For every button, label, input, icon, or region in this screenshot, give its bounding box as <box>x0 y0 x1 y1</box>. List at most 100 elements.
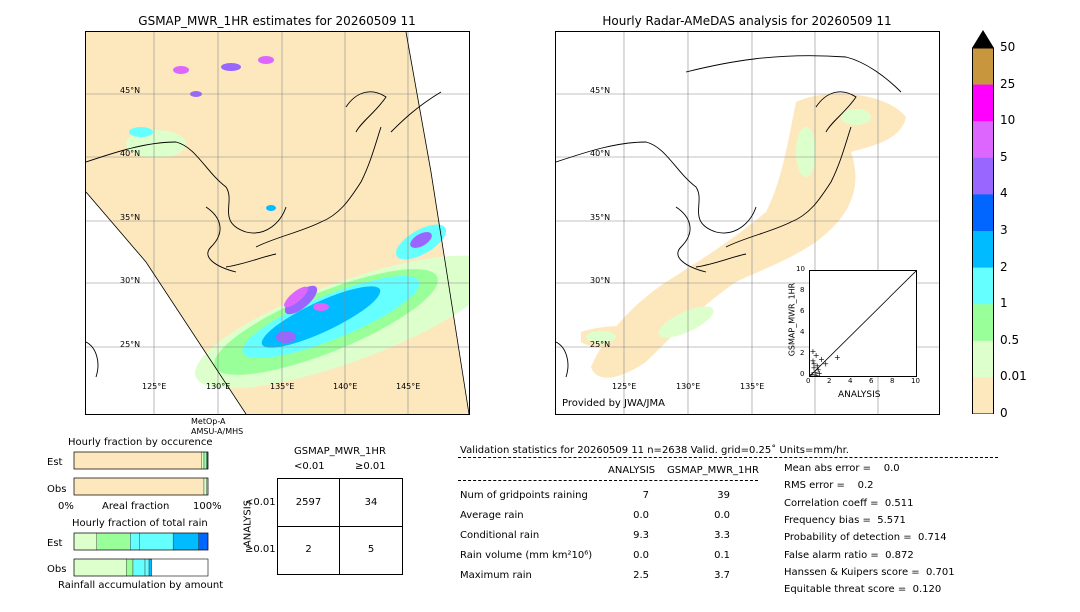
left-map-canvas <box>86 32 469 414</box>
scatter-diagonal <box>810 271 916 376</box>
scatter-ytick: 8 <box>800 286 805 294</box>
scatter-inset: ++++++++++++++ <box>809 270 917 377</box>
scatter-ytick: 4 <box>800 328 805 336</box>
right-lon-135: 135°E <box>740 382 765 391</box>
left-lon-125: 125°E <box>142 382 167 391</box>
occurrence-title: Hourly fraction by occurence <box>68 437 213 448</box>
scatter-point: + <box>813 351 820 360</box>
validation-score: RMS error = 0.2 <box>784 480 874 492</box>
scatter-point: + <box>811 364 818 373</box>
scatter-point: + <box>811 359 818 368</box>
occurrence-est-label: Est <box>47 457 63 468</box>
colorbar-label: 25 <box>1000 76 1016 91</box>
validation-divider-top <box>458 457 998 458</box>
total-obs-label: Obs <box>47 564 67 575</box>
contingency-title: GSMAP_MWR_1HR <box>294 446 386 457</box>
colorbar-segment <box>972 157 994 195</box>
validation-score: Hanssen & Kuipers score = 0.701 <box>784 566 955 578</box>
right-lat-30: 30°N <box>590 276 611 285</box>
colorbar-over-arrow <box>972 30 994 48</box>
occurrence-chart <box>73 451 209 496</box>
left-lat-45: 45°N <box>120 86 141 95</box>
left-lat-25: 25°N <box>120 340 141 349</box>
scatter-ytick: 2 <box>800 349 805 357</box>
right-map-canvas <box>556 32 939 414</box>
colorbar-segment <box>972 121 994 159</box>
validation-row-analysis: 0.0 <box>633 510 649 521</box>
validation-row-label: Maximum rain <box>460 570 532 581</box>
fraction-segment <box>203 477 207 496</box>
total-est-label: Est <box>47 538 63 549</box>
validation-header: Validation statistics for 20260509 11 n=… <box>460 445 849 456</box>
colorbar-segment <box>972 231 994 269</box>
right-lon-130: 130°E <box>676 382 701 391</box>
colorbar-label: 0.01 <box>1000 369 1027 384</box>
colorbar-segment <box>972 377 994 415</box>
colorbar-segment <box>972 84 994 122</box>
colorbar-label: 2 <box>1000 259 1008 274</box>
scatter-xtick: 8 <box>890 377 895 385</box>
scatter-point: + <box>822 359 829 368</box>
contingency-col-1: <0.01 <box>294 461 325 472</box>
validation-row-label: Conditional rain <box>460 530 540 541</box>
scatter-xlabel: ANALYSIS <box>838 390 881 400</box>
fraction-segment <box>201 451 205 470</box>
validation-row-label: Rain volume (mm km²10⁶) <box>460 550 593 561</box>
left-lat-40: 40°N <box>120 149 141 158</box>
right-lat-25: 25°N <box>590 340 611 349</box>
contingency-row-1: <0.01 <box>245 497 276 508</box>
satellite-note-2: AMSU-A/MHS <box>191 427 244 436</box>
validation-row-gsmap: 0.0 <box>714 510 730 521</box>
fraction-segment <box>73 558 127 577</box>
scatter-point: + <box>816 369 823 376</box>
validation-col-analysis: ANALYSIS <box>608 465 656 476</box>
contingency-cell-01: 34 <box>364 497 378 508</box>
occurrence-obs-label: Obs <box>47 484 67 495</box>
fraction-segment <box>148 558 152 577</box>
scatter-xtick: 10 <box>911 377 920 385</box>
fraction-segment <box>144 558 150 577</box>
scatter-ytick: 6 <box>800 307 805 315</box>
total-rain-footer: Rainfall accumulation by amount <box>58 580 224 591</box>
occurrence-axis-0: 0% <box>58 501 74 512</box>
left-map-title: GSMAP_MWR_1HR estimates for 20260509 11 <box>138 14 416 28</box>
contingency-cell-10: 2 <box>305 544 312 555</box>
fraction-segment <box>132 558 146 577</box>
colorbar-label: 50 <box>1000 40 1016 54</box>
contingency-grid: 2597 34 2 5 <box>277 478 403 575</box>
scatter-ytick: 10 <box>796 265 805 273</box>
fraction-segment <box>73 451 202 470</box>
scatter-ylabel: GSMAP_MWR_1HR <box>787 282 797 357</box>
occurrence-axis-100: 100% <box>193 501 222 512</box>
right-map-title: Hourly Radar-AMeDAS analysis for 2026050… <box>602 14 892 28</box>
colorbar-label: 1 <box>1000 296 1008 311</box>
colorbar-segment <box>972 304 994 342</box>
validation-row-analysis: 9.3 <box>633 530 649 541</box>
scatter-point: + <box>818 355 825 364</box>
scatter-xtick: 4 <box>848 377 853 385</box>
validation-row-label: Average rain <box>460 510 524 521</box>
left-lon-140: 140°E <box>333 382 358 391</box>
scatter-xtick: 2 <box>827 377 832 385</box>
right-map: 45°N 40°N 35°N 30°N 25°N 125°E 130°E 135… <box>555 31 940 415</box>
validation-divider-mid <box>458 480 758 481</box>
colorbar-label: 3 <box>1000 223 1008 237</box>
validation-row-gsmap: 39 <box>717 490 730 501</box>
scatter-point: + <box>810 356 816 365</box>
occurrence-axis-label: Areal fraction <box>102 501 170 512</box>
scatter-ytick: 0 <box>800 370 805 378</box>
radar-credit: Provided by JWA/JMA <box>562 398 665 409</box>
validation-score: Mean abs error = 0.0 <box>784 463 900 474</box>
validation-score: Frequency bias = 5.571 <box>784 514 906 526</box>
left-map: 45°N 40°N 35°N 30°N 25°N 125°E 130°E 135… <box>85 31 470 415</box>
validation-row-analysis: 0.0 <box>633 550 649 561</box>
left-lat-30: 30°N <box>120 276 141 285</box>
right-lat-45: 45°N <box>590 86 611 95</box>
colorbar-label: 10 <box>1000 113 1016 128</box>
validation-row-analysis: 2.5 <box>633 570 649 581</box>
contingency-cell-00: 2597 <box>295 497 322 508</box>
scatter-point: + <box>834 353 841 362</box>
total-rain-chart <box>73 532 209 577</box>
fraction-segment <box>96 532 131 551</box>
validation-row-gsmap: 3.3 <box>714 530 730 541</box>
